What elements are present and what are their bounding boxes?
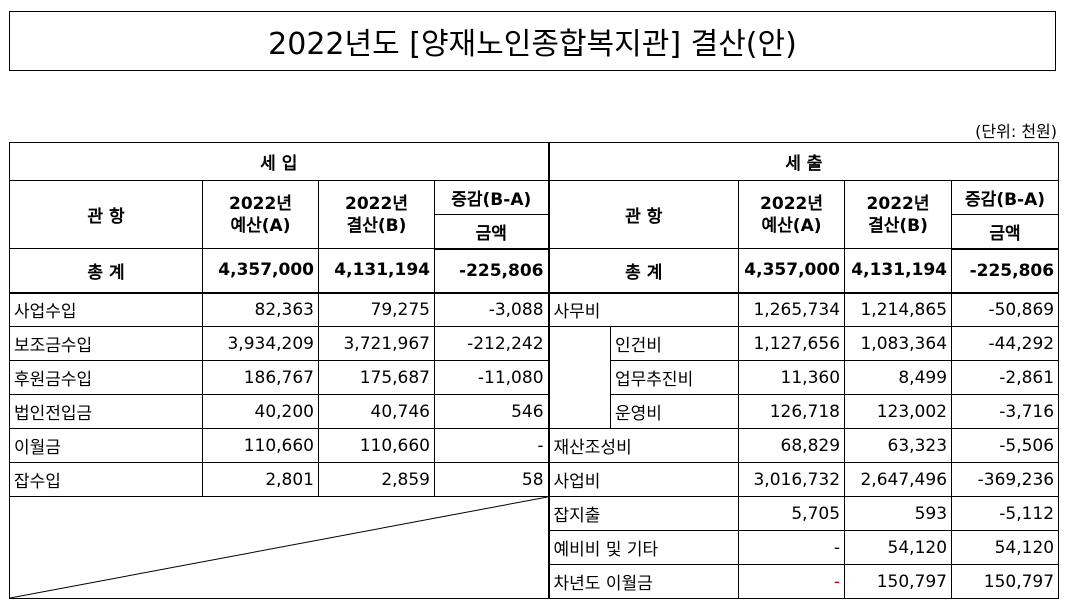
expense-total-budget: 4,357,000: [738, 248, 846, 294]
expense-item-diff: -5,112: [951, 496, 1060, 531]
unit-label: (단위: 천원): [975, 122, 1057, 141]
table-row: 법인전입금 40,200 40,746 546 운영비 126,718 123,…: [9, 394, 1060, 429]
income-item-name: 보조금수입: [9, 326, 203, 361]
expense-amount-header: 금액: [951, 214, 1060, 250]
income-item-diff: -212,242: [433, 326, 550, 361]
income-gwan-hang-header: 관 항: [9, 180, 203, 249]
diagonal-line: [10, 497, 548, 598]
expense-item-diff: -5,506: [951, 428, 1060, 463]
income-item-budget: 110,660: [202, 428, 319, 463]
expense-item-budget: 1,127,656: [738, 326, 846, 361]
expense-item-name: 예비비 및 기타: [548, 530, 740, 565]
income-item-diff: -11,080: [433, 360, 550, 395]
table-row: 잡지출 5,705 593 -5,112: [8, 496, 1060, 599]
income-item-settlement: 3,721,967: [318, 326, 435, 361]
expense-item-settlement: 593: [844, 496, 953, 531]
income-item-settlement: 2,859: [318, 462, 435, 497]
income-budget-header: 2022년 예산(A): [202, 180, 319, 249]
table-row: 보조금수입 3,934,209 3,721,967 -212,242 인건비 1…: [9, 326, 1060, 429]
table-row: 사업수입 82,363 79,275 -3,088 사무비 1,265,734 …: [9, 292, 1060, 327]
expense-item-budget: 11,360: [738, 360, 846, 395]
expense-gwan-hang-header: 관 항: [548, 180, 740, 249]
expense-item-name: 잡지출: [548, 496, 740, 531]
expense-item-budget: 3,016,732: [738, 462, 846, 497]
document-title-box: 2022년도 [양재노인종합복지관] 결산(안): [9, 11, 1056, 71]
expense-item-budget: -: [738, 530, 846, 565]
expense-budget-header: 2022년 예산(A): [738, 180, 846, 249]
table-row: 잡수입 2,801 2,859 58 사업비 3,016,732 2,647,4…: [9, 462, 1060, 497]
expense-item-budget: 126,718: [738, 394, 846, 429]
income-item-name: 이월금: [9, 428, 203, 463]
income-total-budget: 4,357,000: [202, 248, 319, 294]
income-item-settlement: 110,660: [318, 428, 435, 463]
expense-item-budget: -: [738, 564, 846, 599]
expense-item-name: 사업비: [548, 462, 740, 497]
table-row: 이월금 110,660 110,660 - 재산조성비 68,829 63,32…: [9, 428, 1060, 463]
expense-item-diff: -369,236: [951, 462, 1060, 497]
income-item-diff: -3,088: [433, 292, 550, 327]
expense-item-budget: 5,705: [738, 496, 846, 531]
income-settlement-header: 2022년 결산(B): [318, 180, 435, 249]
expense-subitem-name: 인건비: [610, 326, 740, 361]
expense-item-settlement: 63,323: [844, 428, 953, 463]
total-row: 총 계 4,357,000 4,131,194 -225,806 총 계 4,3…: [9, 248, 1060, 294]
income-item-budget: 2,801: [202, 462, 319, 497]
table-row: 예비비 및 기타 - 54,120 54,120: [10, 530, 1060, 565]
expense-item-settlement: 1,083,364: [844, 326, 953, 361]
expense-section-header: 세 출: [548, 142, 1060, 181]
expense-subitem-name: 업무추진비: [610, 360, 740, 395]
income-item-budget: 82,363: [202, 292, 319, 327]
expense-item-diff: -50,869: [951, 292, 1060, 327]
expense-item-diff: 54,120: [951, 530, 1060, 565]
income-total-label: 총 계: [9, 248, 203, 294]
income-item-diff: 58: [433, 462, 550, 497]
expense-total-label: 총 계: [548, 248, 740, 294]
income-item-diff: 546: [433, 394, 550, 429]
table-row: 후원금수입 186,767 175,687 -11,080 업무추진비 11,3…: [9, 360, 1060, 395]
expense-change-header: 증감(B-A): [951, 180, 1060, 215]
expense-item-diff: -2,861: [951, 360, 1060, 395]
expense-item-name: 사무비: [548, 292, 740, 327]
income-item-name: 사업수입: [9, 292, 203, 327]
expense-subgroup-spacer: [548, 326, 612, 429]
income-change-header: 증감(B-A): [433, 180, 550, 215]
income-section-header: 세 입: [8, 142, 550, 181]
expense-item-diff: 150,797: [951, 564, 1060, 599]
income-amount-header: 금액: [433, 214, 550, 250]
income-item-budget: 40,200: [202, 394, 319, 429]
document-title: 2022년도 [양재노인종합복지관] 결산(안): [268, 27, 797, 62]
expense-subitem-name: 운영비: [610, 394, 740, 429]
income-item-name: 후원금수입: [9, 360, 203, 395]
table-row: 차년도 이월금 - 150,797 150,797: [10, 564, 1060, 599]
income-total-settlement: 4,131,194: [318, 248, 435, 294]
expense-item-settlement: 123,002: [844, 394, 953, 429]
income-item-budget: 3,934,209: [202, 326, 319, 361]
expense-item-diff: -3,716: [951, 394, 1060, 429]
expense-total-settlement: 4,131,194: [844, 248, 953, 294]
income-empty-diagonal-cell: [8, 496, 550, 599]
expense-settlement-header: 2022년 결산(B): [844, 180, 953, 249]
expense-item-settlement: 54,120: [844, 530, 953, 565]
income-item-settlement: 40,746: [318, 394, 435, 429]
expense-item-budget: 68,829: [738, 428, 846, 463]
income-item-settlement: 79,275: [318, 292, 435, 327]
income-item-settlement: 175,687: [318, 360, 435, 395]
income-total-diff: -225,806: [433, 248, 550, 294]
expense-item-budget: 1,265,734: [738, 292, 846, 327]
expense-total-diff: -225,806: [951, 248, 1060, 294]
expense-item-name: 재산조성비: [548, 428, 740, 463]
expense-item-name: 차년도 이월금: [548, 564, 740, 599]
budget-settlement-table: 세 입 세 출 관 항 2022년 예산(A) 2022년 결산(B) 증감(B…: [8, 142, 1060, 599]
income-item-name: 잡수입: [9, 462, 203, 497]
expense-item-settlement: 2,647,496: [844, 462, 953, 497]
expense-item-settlement: 8,499: [844, 360, 953, 395]
expense-item-settlement: 150,797: [844, 564, 953, 599]
income-item-diff: -: [433, 428, 550, 463]
income-item-name: 법인전입금: [9, 394, 203, 429]
income-item-budget: 186,767: [202, 360, 319, 395]
expense-item-diff: -44,292: [951, 326, 1060, 361]
expense-item-settlement: 1,214,865: [844, 292, 953, 327]
